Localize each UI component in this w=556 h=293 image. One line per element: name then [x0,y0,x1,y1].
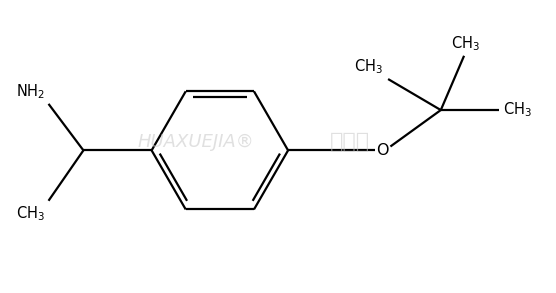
Text: O: O [376,143,389,158]
Text: CH$_3$: CH$_3$ [451,34,480,53]
Text: CH$_3$: CH$_3$ [503,101,532,120]
Text: CH$_3$: CH$_3$ [17,204,46,223]
Text: 化学加: 化学加 [330,132,370,151]
Text: HUAXUEJIA®: HUAXUEJIA® [137,132,254,151]
Text: CH$_3$: CH$_3$ [354,57,384,76]
Text: NH$_2$: NH$_2$ [17,82,46,101]
